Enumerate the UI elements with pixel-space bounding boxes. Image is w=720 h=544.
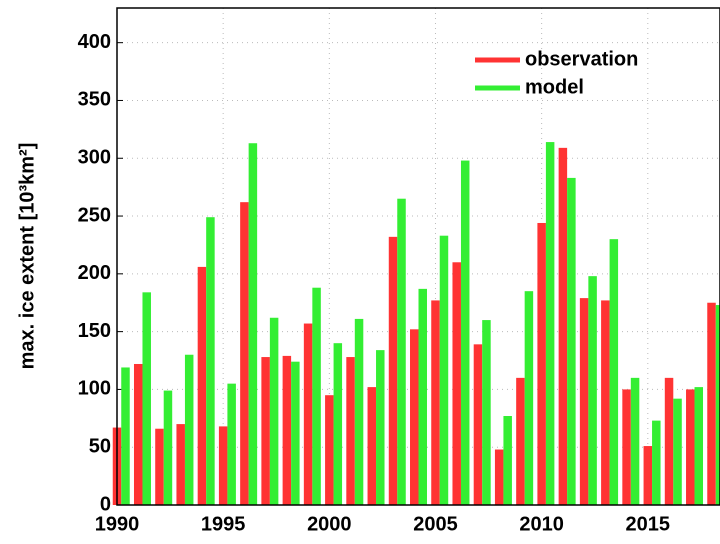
bar: [155, 428, 164, 505]
x-tick-label: 1995: [201, 513, 246, 535]
bar: [643, 446, 653, 505]
bar: [206, 217, 215, 505]
bar: [452, 262, 461, 505]
bar: [346, 357, 355, 505]
y-tick-label: 200: [78, 262, 111, 284]
y-tick-label: 150: [78, 320, 111, 342]
bar: [473, 344, 483, 505]
bar: [418, 288, 427, 505]
bar: [325, 395, 334, 505]
x-tick-label: 2005: [413, 513, 458, 535]
y-tick-label: 250: [78, 204, 111, 226]
bar: [312, 287, 321, 505]
bar: [601, 300, 610, 505]
bar: [240, 202, 249, 505]
bar: [227, 383, 236, 505]
bar: [269, 317, 279, 505]
legend-label: model: [525, 76, 584, 98]
bar: [652, 420, 661, 505]
bar: [333, 343, 343, 505]
y-tick-label: 400: [78, 31, 111, 53]
bar: [218, 426, 228, 505]
bar: [707, 302, 716, 505]
bar: [376, 350, 385, 505]
bar: [537, 222, 546, 506]
bar: [545, 142, 555, 506]
bar: [388, 236, 398, 505]
x-tick-label: 2010: [519, 513, 564, 535]
bar: [460, 160, 470, 505]
bar: [579, 298, 589, 505]
y-tick-label: 50: [89, 435, 111, 457]
plot-frame: [116, 7, 720, 506]
bar: [524, 291, 534, 505]
bar: [197, 266, 207, 505]
y-tick-label: 300: [78, 147, 111, 169]
y-axis-label: max. ice extent [10³km²]: [16, 143, 38, 370]
bar: [291, 361, 300, 505]
bar: [503, 416, 512, 505]
bar: [133, 363, 143, 505]
bar: [694, 387, 704, 505]
bar: [715, 305, 720, 505]
bar: [439, 235, 449, 505]
bar: [121, 367, 130, 505]
bar: [494, 449, 504, 505]
y-tick-label: 100: [78, 378, 111, 400]
bar: [176, 424, 185, 505]
bar: [184, 354, 194, 505]
x-tick-label: 2000: [307, 513, 352, 535]
x-tick-label: 2015: [626, 513, 671, 535]
bar: [558, 147, 568, 505]
bar: [567, 177, 576, 505]
bar: [303, 323, 313, 505]
y-tick-label: 350: [78, 89, 111, 111]
bar: [397, 198, 406, 506]
bar: [431, 300, 440, 505]
bar: [261, 357, 270, 505]
bar: [673, 398, 682, 505]
bar: [664, 377, 674, 505]
bar: [367, 387, 377, 505]
bar: [622, 389, 631, 505]
bar: [354, 318, 364, 505]
legend-label: observation: [525, 48, 638, 70]
x-tick-label: 1990: [95, 513, 140, 535]
bar: [163, 390, 173, 505]
bar: [282, 355, 292, 505]
bar: [482, 320, 491, 505]
bar: [410, 329, 419, 505]
bar: [686, 389, 695, 505]
bar: [630, 377, 640, 505]
bar: [142, 292, 151, 505]
bar: [248, 143, 258, 506]
bar: [609, 239, 619, 506]
bar: [588, 276, 597, 505]
y-tick-label: 0: [100, 493, 111, 515]
bar: [516, 377, 525, 505]
